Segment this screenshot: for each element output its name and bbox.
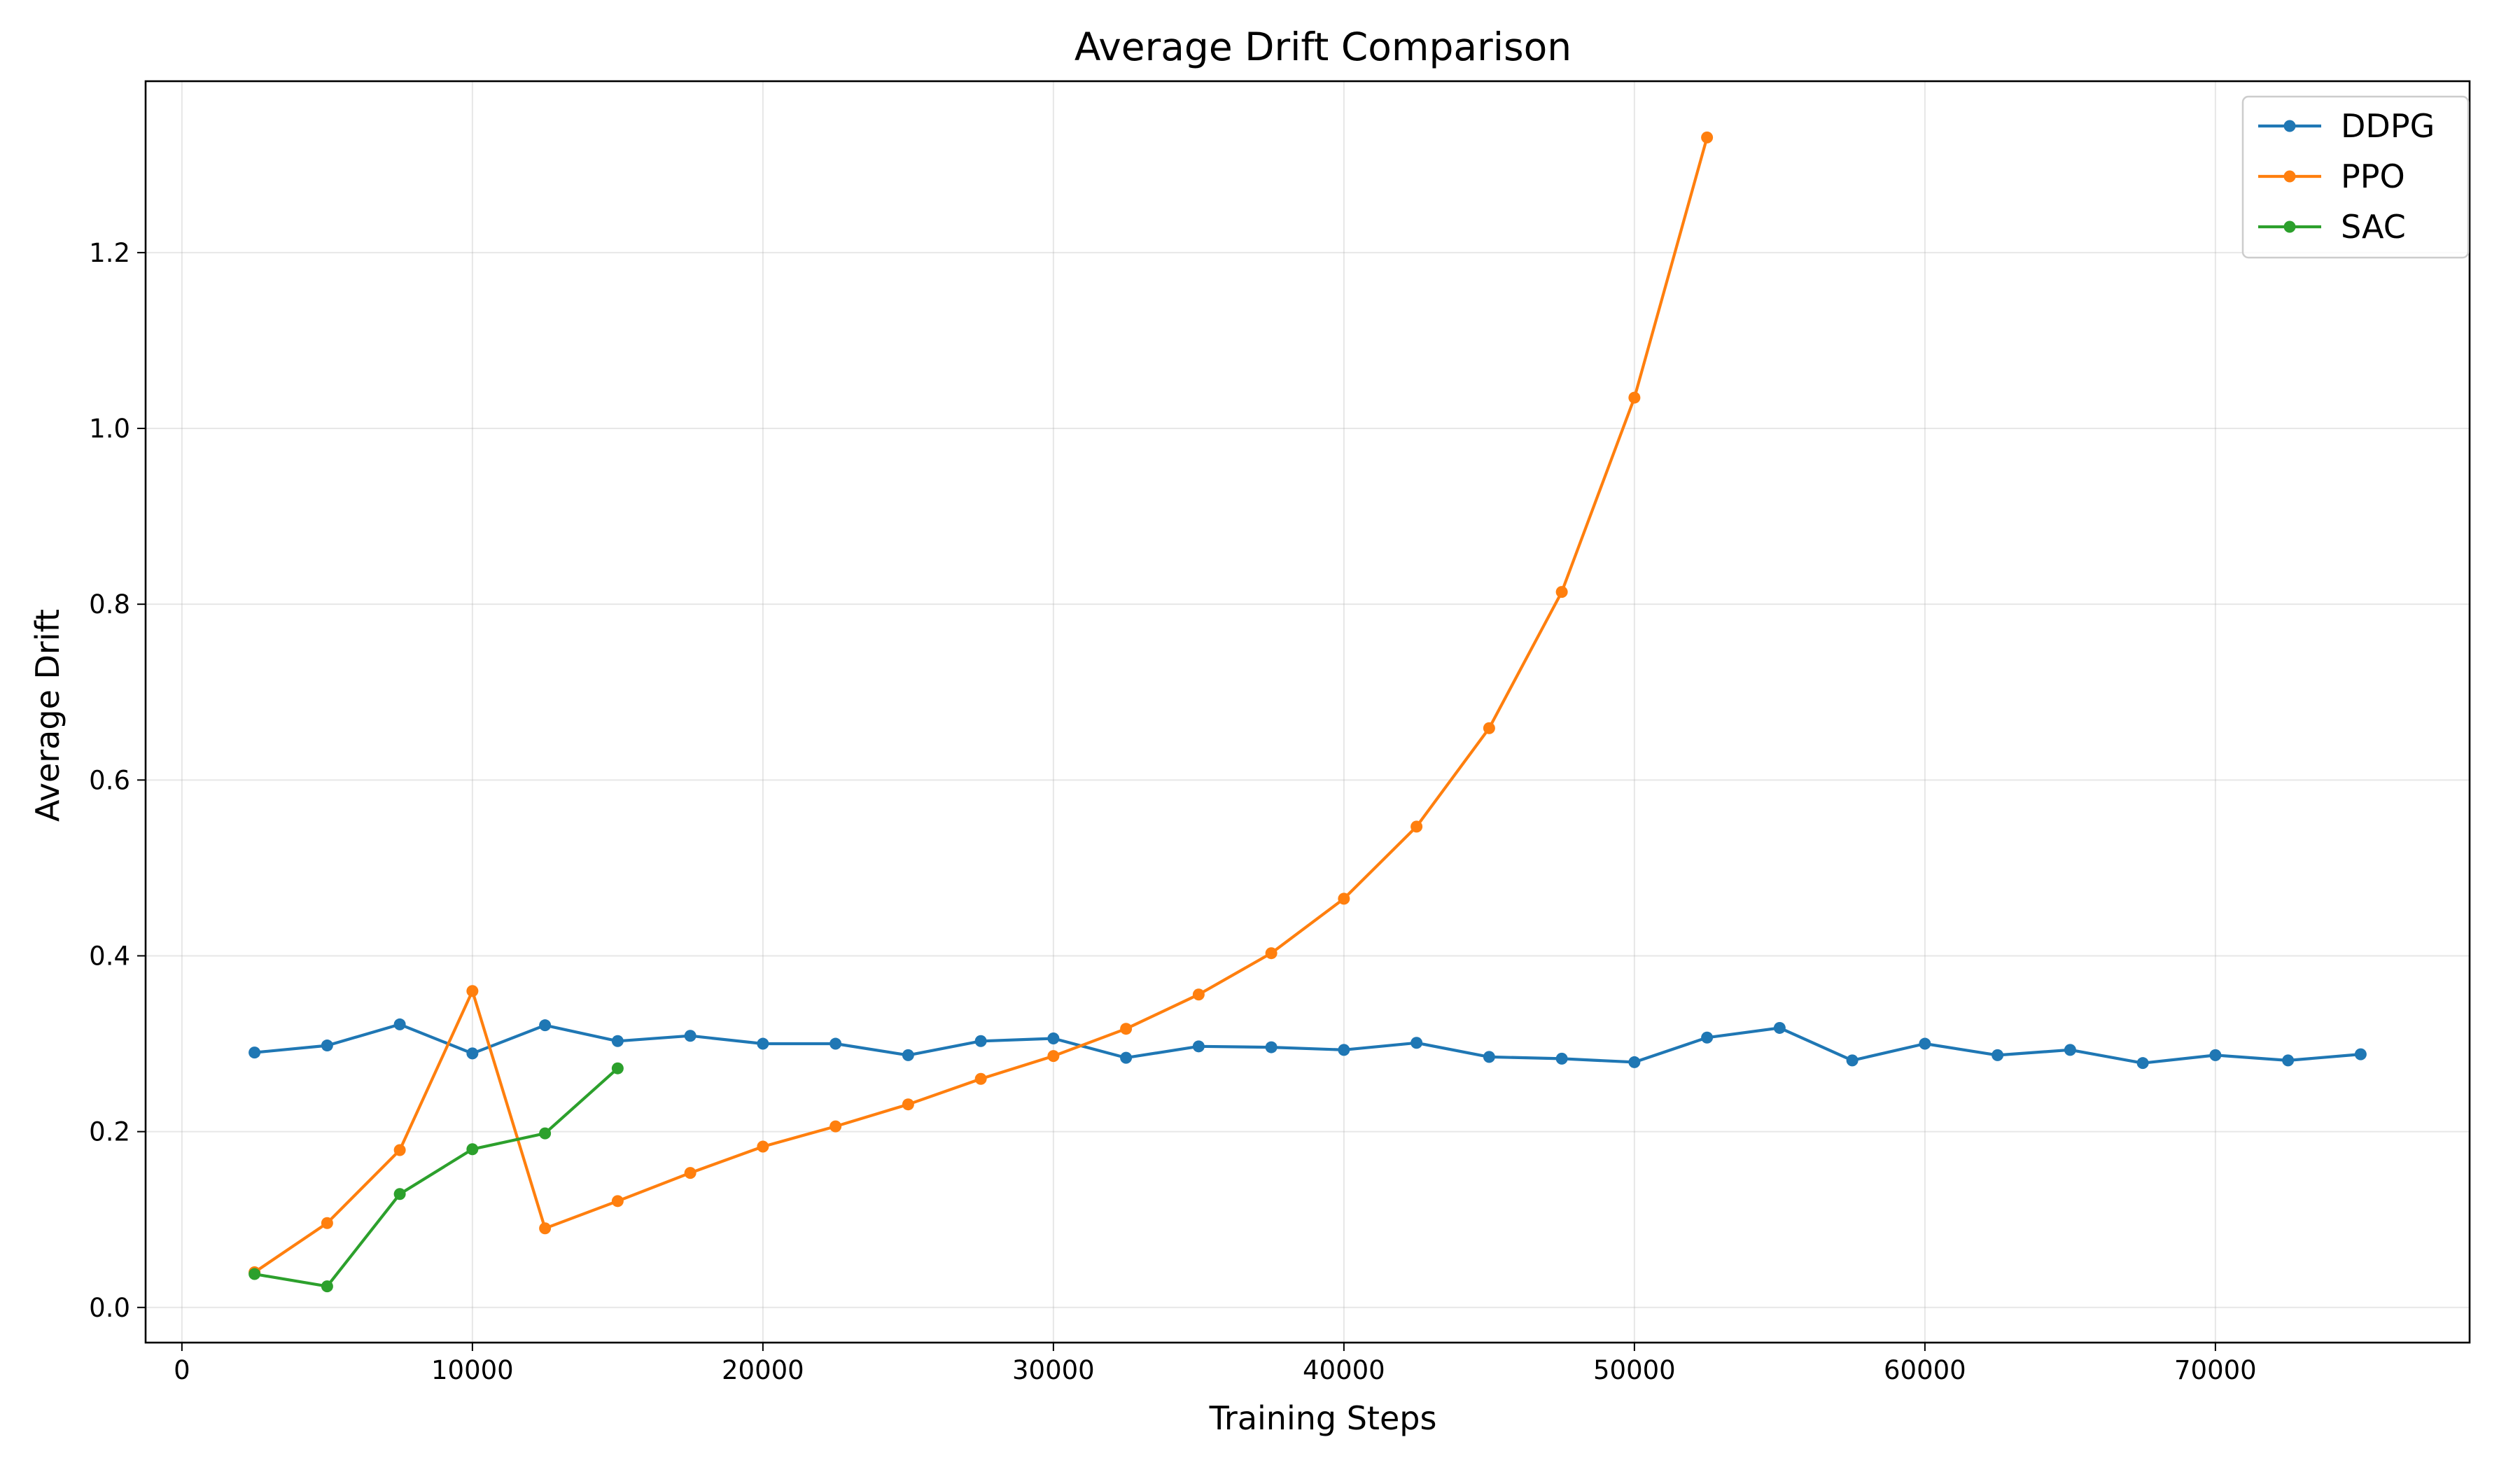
data-point-sac [466, 1143, 479, 1156]
data-point-ppo [539, 1222, 552, 1235]
data-point-sac [248, 1268, 261, 1280]
data-point-ddpg [1773, 1021, 1786, 1034]
data-point-ppo [1265, 947, 1278, 960]
data-point-ddpg [830, 1037, 842, 1050]
data-point-ddpg [2209, 1049, 2222, 1061]
data-point-ppo [466, 985, 479, 997]
legend-marker-ddpg [2283, 120, 2296, 132]
data-point-ddpg [1047, 1032, 1060, 1045]
data-point-ddpg [1991, 1049, 2004, 1061]
data-point-ppo [1628, 391, 1641, 404]
y-tick-label: 0.8 [89, 589, 130, 620]
series-ddpg [248, 1018, 2367, 1070]
y-tick-label: 0.6 [89, 765, 130, 795]
data-point-ddpg [248, 1046, 261, 1059]
series-line-sac [253, 1067, 620, 1288]
legend-box [2241, 95, 2470, 259]
data-point-ppo [1483, 722, 1495, 734]
data-point-ddpg [1555, 1052, 1568, 1065]
series-layer [248, 131, 2367, 1293]
x-tick-label: 0 [174, 1355, 190, 1385]
data-point-ddpg [1919, 1037, 1931, 1050]
series-line-ddpg [253, 1023, 2362, 1065]
data-point-ddpg [2354, 1048, 2367, 1060]
y-axis-label: Average Drift [29, 609, 66, 822]
y-tick-label: 0.2 [89, 1117, 130, 1147]
data-point-ddpg [1846, 1054, 1858, 1067]
data-point-ppo [1555, 586, 1568, 598]
x-tick-label: 20000 [722, 1355, 804, 1385]
legend-label-ppo: PPO [2341, 158, 2405, 195]
x-tick-label: 40000 [1303, 1355, 1385, 1385]
data-point-ppo [321, 1217, 333, 1229]
data-point-ddpg [757, 1037, 769, 1050]
legend-label-ddpg: DDPG [2341, 107, 2435, 145]
data-point-ppo [1701, 131, 1714, 144]
data-point-ppo [1410, 820, 1423, 833]
y-tick-label: 1.2 [89, 238, 130, 268]
data-point-ppo [1338, 892, 1350, 905]
data-point-ddpg [1701, 1031, 1714, 1044]
data-point-ppo [757, 1140, 769, 1153]
ticks: 0 10000 20000 30000 40000 50000 60000 70000 0.0 0… [89, 238, 2257, 1385]
x-tick-label: 60000 [1884, 1355, 1966, 1385]
data-point-ddpg [1628, 1056, 1641, 1068]
data-point-ddpg [321, 1040, 333, 1052]
data-point-ppo [393, 1144, 406, 1156]
legend-label-sac: SAC [2341, 208, 2406, 246]
x-tick-label: 10000 [431, 1355, 514, 1385]
y-tick-label: 1.0 [89, 414, 130, 444]
data-point-ddpg [466, 1047, 479, 1060]
grid [146, 81, 2470, 1343]
y-tick-label: 0.4 [89, 941, 130, 971]
data-point-ddpg [1265, 1041, 1278, 1054]
data-point-ppo [830, 1120, 842, 1133]
series-ppo [248, 131, 1714, 1279]
x-axis-label: Training Steps [1209, 1399, 1437, 1437]
data-point-ddpg [393, 1018, 406, 1030]
series-sac [248, 1062, 624, 1293]
data-point-ddpg [684, 1030, 696, 1042]
legend: DDPG PPO SAC [2241, 95, 2470, 259]
legend-marker-ppo [2283, 170, 2296, 183]
data-point-ddpg [1192, 1040, 1205, 1053]
data-point-ppo [611, 1195, 624, 1208]
data-point-ppo [1120, 1023, 1133, 1035]
x-tick-label: 30000 [1012, 1355, 1095, 1385]
data-point-ddpg [902, 1049, 914, 1061]
x-tick-label: 50000 [1593, 1355, 1676, 1385]
data-point-ddpg [2064, 1044, 2076, 1056]
plot-frame [144, 80, 2471, 1344]
data-point-ddpg [2136, 1057, 2149, 1070]
x-tick-label: 70000 [2174, 1355, 2257, 1385]
data-point-ddpg [1410, 1037, 1423, 1049]
data-point-ddpg [611, 1035, 624, 1047]
data-point-sac [611, 1062, 624, 1074]
data-point-ppo [1047, 1050, 1060, 1063]
data-point-ddpg [2282, 1054, 2295, 1067]
data-point-ppo [902, 1098, 914, 1111]
data-point-sac [539, 1127, 552, 1140]
data-point-ppo [1192, 988, 1205, 1001]
data-point-ddpg [539, 1019, 552, 1032]
data-point-sac [393, 1188, 406, 1200]
data-point-ppo [684, 1167, 696, 1180]
chart-title: Average Drift Comparison [1074, 24, 1572, 69]
data-point-ddpg [1338, 1044, 1350, 1056]
legend-marker-sac [2283, 220, 2296, 233]
y-tick-label: 0.0 [89, 1293, 130, 1323]
data-point-ddpg [1120, 1051, 1133, 1064]
data-point-ddpg [1483, 1051, 1495, 1063]
data-point-ddpg [974, 1035, 987, 1047]
data-point-ppo [974, 1072, 987, 1085]
data-point-sac [321, 1280, 333, 1293]
